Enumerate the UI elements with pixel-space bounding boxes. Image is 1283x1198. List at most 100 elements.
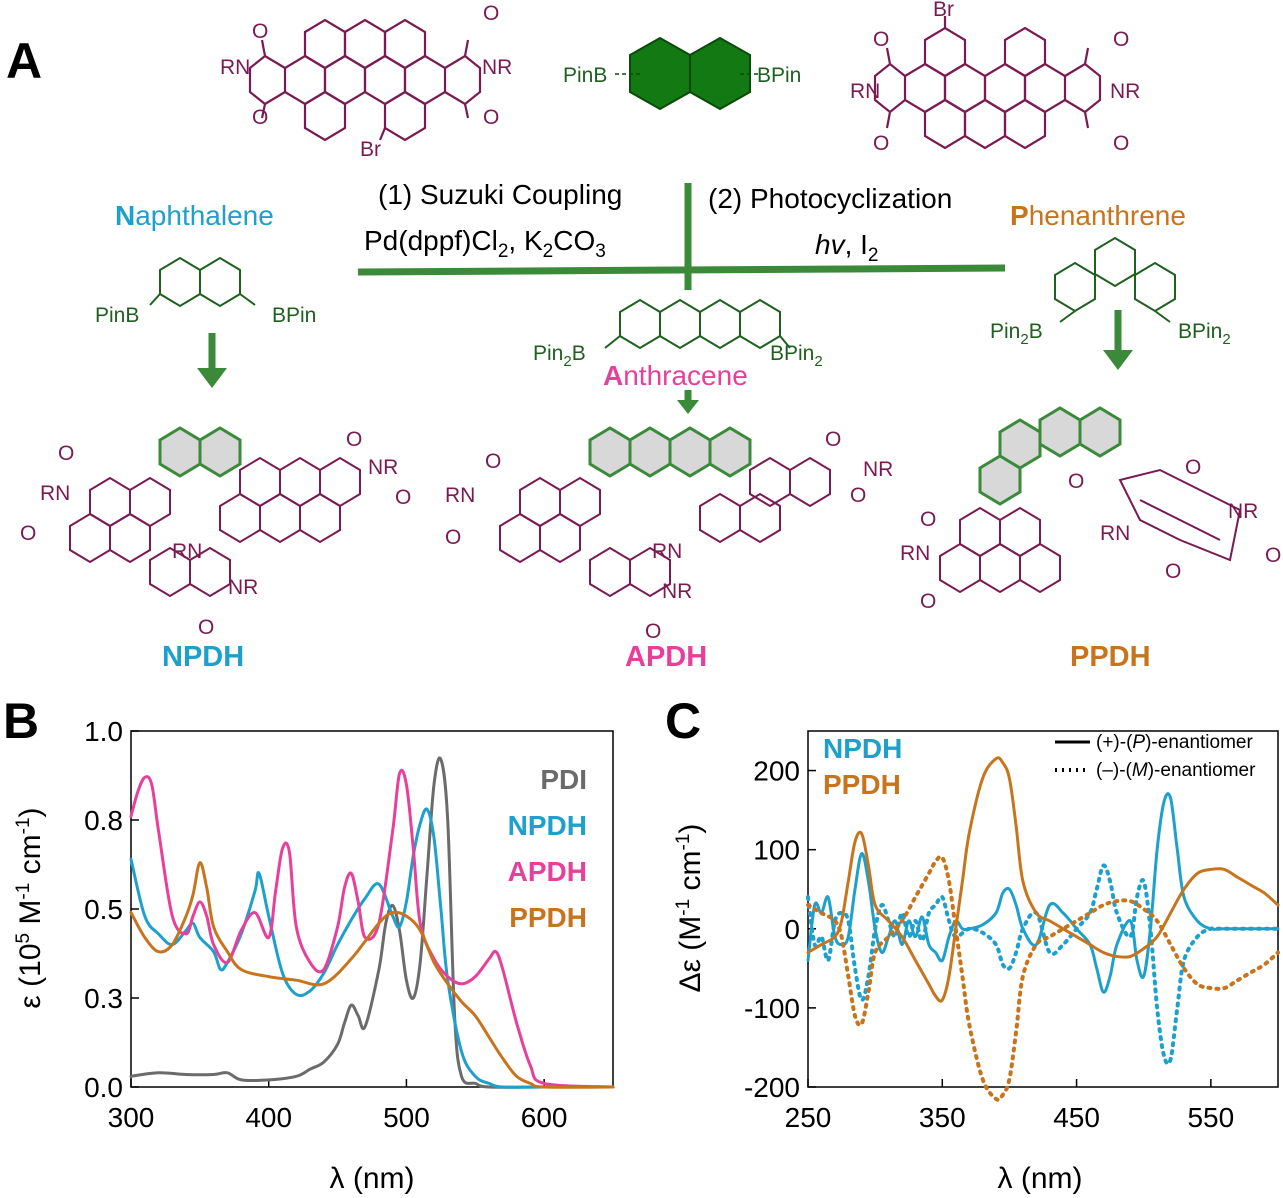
- atom-o: O: [483, 2, 499, 25]
- phen-arrow-head: [1103, 350, 1133, 370]
- chart-c-y-axis-title: Δε (M-1 cm-1): [673, 824, 707, 993]
- atom-o: O: [873, 132, 889, 155]
- atom-o: O: [1185, 456, 1201, 479]
- reagent-right-label: BPin: [757, 64, 801, 87]
- top-right-pdi-labels: Br O RN O O NR O: [850, 0, 1140, 155]
- imide-right: [444, 54, 482, 106]
- center-reagent: PinB BPin: [563, 36, 801, 111]
- atom-nr: NR: [662, 580, 692, 603]
- chart-b-y-tick-label: 0.5: [84, 894, 123, 925]
- phenanthrene-structure: [1054, 236, 1176, 323]
- atom-o: O: [850, 484, 866, 507]
- top-left-pdi-labels: O RN O O NR O Br: [220, 2, 512, 161]
- top-right-pdi-molecule: [873, 16, 1102, 150]
- naph-right-label: BPin: [272, 304, 316, 327]
- atom-o: O: [873, 28, 889, 51]
- apdh-label: APDH: [625, 641, 707, 673]
- phenanthrene-name: Phenanthrene: [1010, 200, 1186, 231]
- atom-rn: RN: [40, 482, 70, 505]
- chart-c-x-tick-label: 350: [919, 1102, 966, 1133]
- reagent-left-label: PinB: [563, 64, 607, 87]
- chart-b-series-ppdh: [129, 861, 615, 1089]
- chart-b-y-ticks: 0.0 0.3 0.5 0.8 1.0: [84, 716, 139, 1103]
- chart-c-frame: [807, 730, 1279, 1088]
- chart-c-series-ppdh-m: [806, 854, 1280, 1102]
- chart-b-y-axis-title: ε (105 M-1 cm-1): [13, 807, 47, 1008]
- panel-label-b: B: [3, 693, 39, 749]
- npdh-label: NPDH: [162, 641, 244, 673]
- atom-o: O: [920, 508, 936, 531]
- atom-o: O: [825, 428, 841, 451]
- atom-rn: RN: [850, 80, 880, 103]
- chart-c-y-tick-label: -200: [744, 1072, 800, 1103]
- atom-rn: RN: [900, 542, 930, 565]
- chart-b-series-apdh: [129, 768, 615, 1089]
- atom-o: O: [645, 620, 661, 643]
- atom-nr: NR: [228, 576, 258, 599]
- chart-b-legend: PDI NPDH APDH PPDH: [508, 764, 587, 933]
- atom-rn: RN: [445, 484, 475, 507]
- chart-c-series-npdh-m: [806, 863, 1280, 1066]
- chart-c-y-tick-label: -100: [744, 993, 800, 1024]
- horizontal-bar: [357, 264, 1006, 276]
- atom-rn: RN: [172, 540, 202, 563]
- chart-b-y-tick-label: 1.0: [84, 716, 123, 747]
- chart-c-y-tick-label: 0: [784, 914, 800, 945]
- atom-nr: NR: [1228, 500, 1258, 523]
- chart-c-y-tick-label: 100: [753, 835, 800, 866]
- atom-o: O: [485, 450, 501, 473]
- panel-c: C 200 100 0 -100 -200 250 350 450 550 NPDH PPDH (…: [665, 693, 1280, 1195]
- step2-line2: hv, I2: [815, 229, 879, 266]
- atom-nr: NR: [368, 456, 398, 479]
- panel-label-c: C: [665, 693, 701, 749]
- atom-o: O: [58, 442, 74, 465]
- anthracene-name: Anthracene: [603, 360, 748, 391]
- chart-c-legend-label-dotted: (–)-(M)-enantiomer: [1096, 760, 1256, 781]
- chart-c-x-axis-title: λ (nm): [998, 1162, 1083, 1195]
- anth-left-label: Pin2B: [533, 342, 586, 370]
- phenanthrene-column: Phenanthrene Pin2B BPin2: [990, 200, 1231, 370]
- atom-o: O: [1068, 470, 1084, 493]
- step1-line2: Pd(dppf)Cl2, K2CO3: [364, 225, 606, 262]
- chart-b-legend-apdh: APDH: [508, 856, 587, 887]
- chart-c-series: [806, 756, 1280, 1102]
- chart-b-legend-pdi: PDI: [540, 764, 587, 795]
- atom-rn: RN: [652, 540, 682, 563]
- chart-c-y-tick-label: 200: [753, 756, 800, 787]
- ring: [923, 98, 967, 150]
- chart-b-y-tick-label: 0.3: [84, 983, 123, 1014]
- naphthalene-structure: [149, 256, 256, 308]
- atom-o: O: [198, 616, 214, 639]
- chart-b-y-tick-label: 0.8: [84, 805, 123, 836]
- chart-b-series-pdi: [129, 756, 615, 1089]
- atom-o: O: [1165, 560, 1181, 583]
- atom-o: O: [252, 106, 268, 129]
- apdh-product: RN O O NR O O RN NR O APDH: [445, 426, 893, 673]
- ring: [963, 98, 1007, 150]
- naph-left-label: PinB: [95, 304, 139, 327]
- atom-rn: RN: [1100, 522, 1130, 545]
- ring: [1003, 98, 1047, 150]
- anth-arrow-head: [677, 400, 699, 414]
- chart-c-legend-ppdh: PPDH: [823, 769, 901, 800]
- chart-c-series-ppdh-p: [806, 756, 1280, 1003]
- ring: [383, 90, 427, 142]
- chart-b-legend-npdh: NPDH: [508, 810, 587, 841]
- atom-br: Br: [933, 0, 954, 21]
- reaction-conditions: (1) Suzuki Coupling Pd(dppf)Cl2, K2CO3 (…: [364, 179, 952, 266]
- atom-nr: NR: [482, 56, 512, 79]
- atom-o: O: [1265, 544, 1281, 567]
- panel-a: A O RN O O NR O Br: [6, 0, 1281, 673]
- chart-b-x-tick-label: 500: [383, 1102, 430, 1133]
- phen-left-label: Pin2B: [990, 320, 1043, 348]
- atom-o: O: [20, 522, 36, 545]
- chart-c-legend-npdh: NPDH: [823, 733, 902, 764]
- anthracene-column: Pin2B BPin2 Anthracene: [533, 298, 823, 414]
- anthracene-structure: [604, 298, 791, 350]
- chart-c-x-tick-label: 450: [1053, 1102, 1100, 1133]
- atom-o: O: [395, 486, 411, 509]
- step2-line1: (2) Photocyclization: [708, 183, 952, 214]
- naph-arrow-head: [197, 368, 227, 388]
- atom-br: Br: [360, 138, 381, 161]
- imide-left: [873, 62, 906, 114]
